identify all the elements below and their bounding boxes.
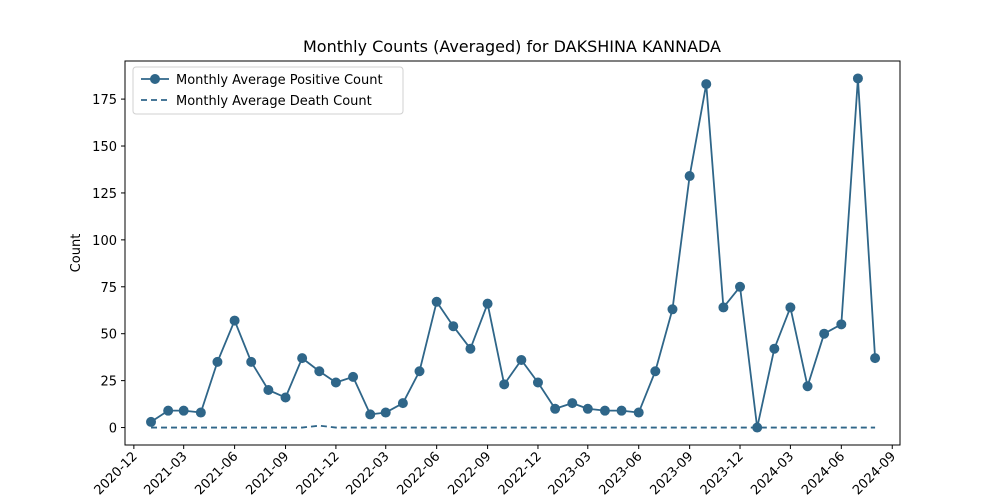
positive-count-point bbox=[397, 398, 408, 409]
positive-count-point bbox=[718, 302, 729, 313]
positive-count-point bbox=[314, 366, 325, 377]
positive-count-point bbox=[380, 407, 391, 418]
positive-count-point bbox=[448, 321, 459, 332]
legend-positive-label: Monthly Average Positive Count bbox=[176, 73, 383, 88]
positive-count-point bbox=[836, 319, 847, 330]
legend-box bbox=[132, 66, 404, 115]
positive-count-point bbox=[330, 377, 341, 388]
positive-count-point bbox=[701, 79, 712, 90]
positive-count-point bbox=[516, 354, 527, 365]
positive-count-point bbox=[802, 381, 813, 392]
y-tick-label: 25 bbox=[100, 375, 117, 390]
chart-title: Monthly Counts (Averaged) for DAKSHINA K… bbox=[303, 37, 721, 56]
positive-count-point bbox=[195, 407, 206, 418]
y-tick-label: 50 bbox=[100, 328, 117, 343]
positive-count-point bbox=[365, 409, 376, 420]
positive-count-point bbox=[499, 379, 510, 390]
positive-count-point bbox=[482, 298, 493, 309]
positive-count-point bbox=[633, 407, 644, 418]
y-tick-label: 75 bbox=[100, 281, 117, 296]
positive-count-point bbox=[684, 171, 695, 182]
positive-count-point bbox=[263, 385, 274, 396]
positive-count-point bbox=[550, 403, 561, 414]
death-count-line bbox=[151, 424, 876, 429]
positive-count-point bbox=[616, 405, 627, 416]
positive-count-point bbox=[297, 353, 308, 364]
y-tick-label: 125 bbox=[92, 187, 117, 202]
positive-count-point bbox=[414, 366, 425, 377]
positive-count-point bbox=[667, 304, 678, 315]
y-tick-label: 150 bbox=[92, 140, 117, 155]
positive-count-point bbox=[465, 343, 476, 354]
plot-frame bbox=[124, 60, 901, 446]
positive-count-point bbox=[819, 328, 830, 339]
series-group bbox=[146, 73, 881, 433]
positive-count-point bbox=[163, 405, 174, 416]
y-tick-label: 175 bbox=[92, 93, 117, 108]
y-tick-label: 100 bbox=[92, 234, 117, 249]
positive-count-point bbox=[178, 405, 189, 416]
positive-count-point bbox=[735, 281, 746, 292]
positive-count-point bbox=[650, 366, 661, 377]
y-axis-label: Count bbox=[69, 234, 84, 273]
positive-count-point bbox=[280, 392, 291, 403]
positive-count-point bbox=[229, 315, 240, 326]
positive-count-point bbox=[599, 405, 610, 416]
y-axis-ticks: 0 25 50 75 100 125 150 175 bbox=[92, 93, 125, 437]
legend: Monthly Average Positive Count Monthly Av… bbox=[132, 66, 404, 115]
positive-count-point bbox=[870, 353, 881, 364]
positive-count-point bbox=[769, 343, 780, 354]
positive-count-point bbox=[431, 296, 442, 307]
positive-count-point bbox=[785, 302, 796, 313]
positive-count-point bbox=[348, 371, 359, 382]
positive-count-point bbox=[582, 403, 593, 414]
positive-count-point bbox=[246, 356, 257, 367]
plot-area bbox=[124, 60, 901, 446]
positive-count-point bbox=[852, 73, 863, 84]
positive-count-point bbox=[146, 416, 157, 427]
positive-count-point bbox=[567, 398, 578, 409]
y-tick-label: 0 bbox=[109, 422, 117, 437]
legend-death-label: Monthly Average Death Count bbox=[176, 94, 372, 109]
positive-count-point bbox=[532, 377, 543, 388]
legend-positive-marker bbox=[150, 74, 160, 84]
positive-count-point bbox=[212, 356, 223, 367]
